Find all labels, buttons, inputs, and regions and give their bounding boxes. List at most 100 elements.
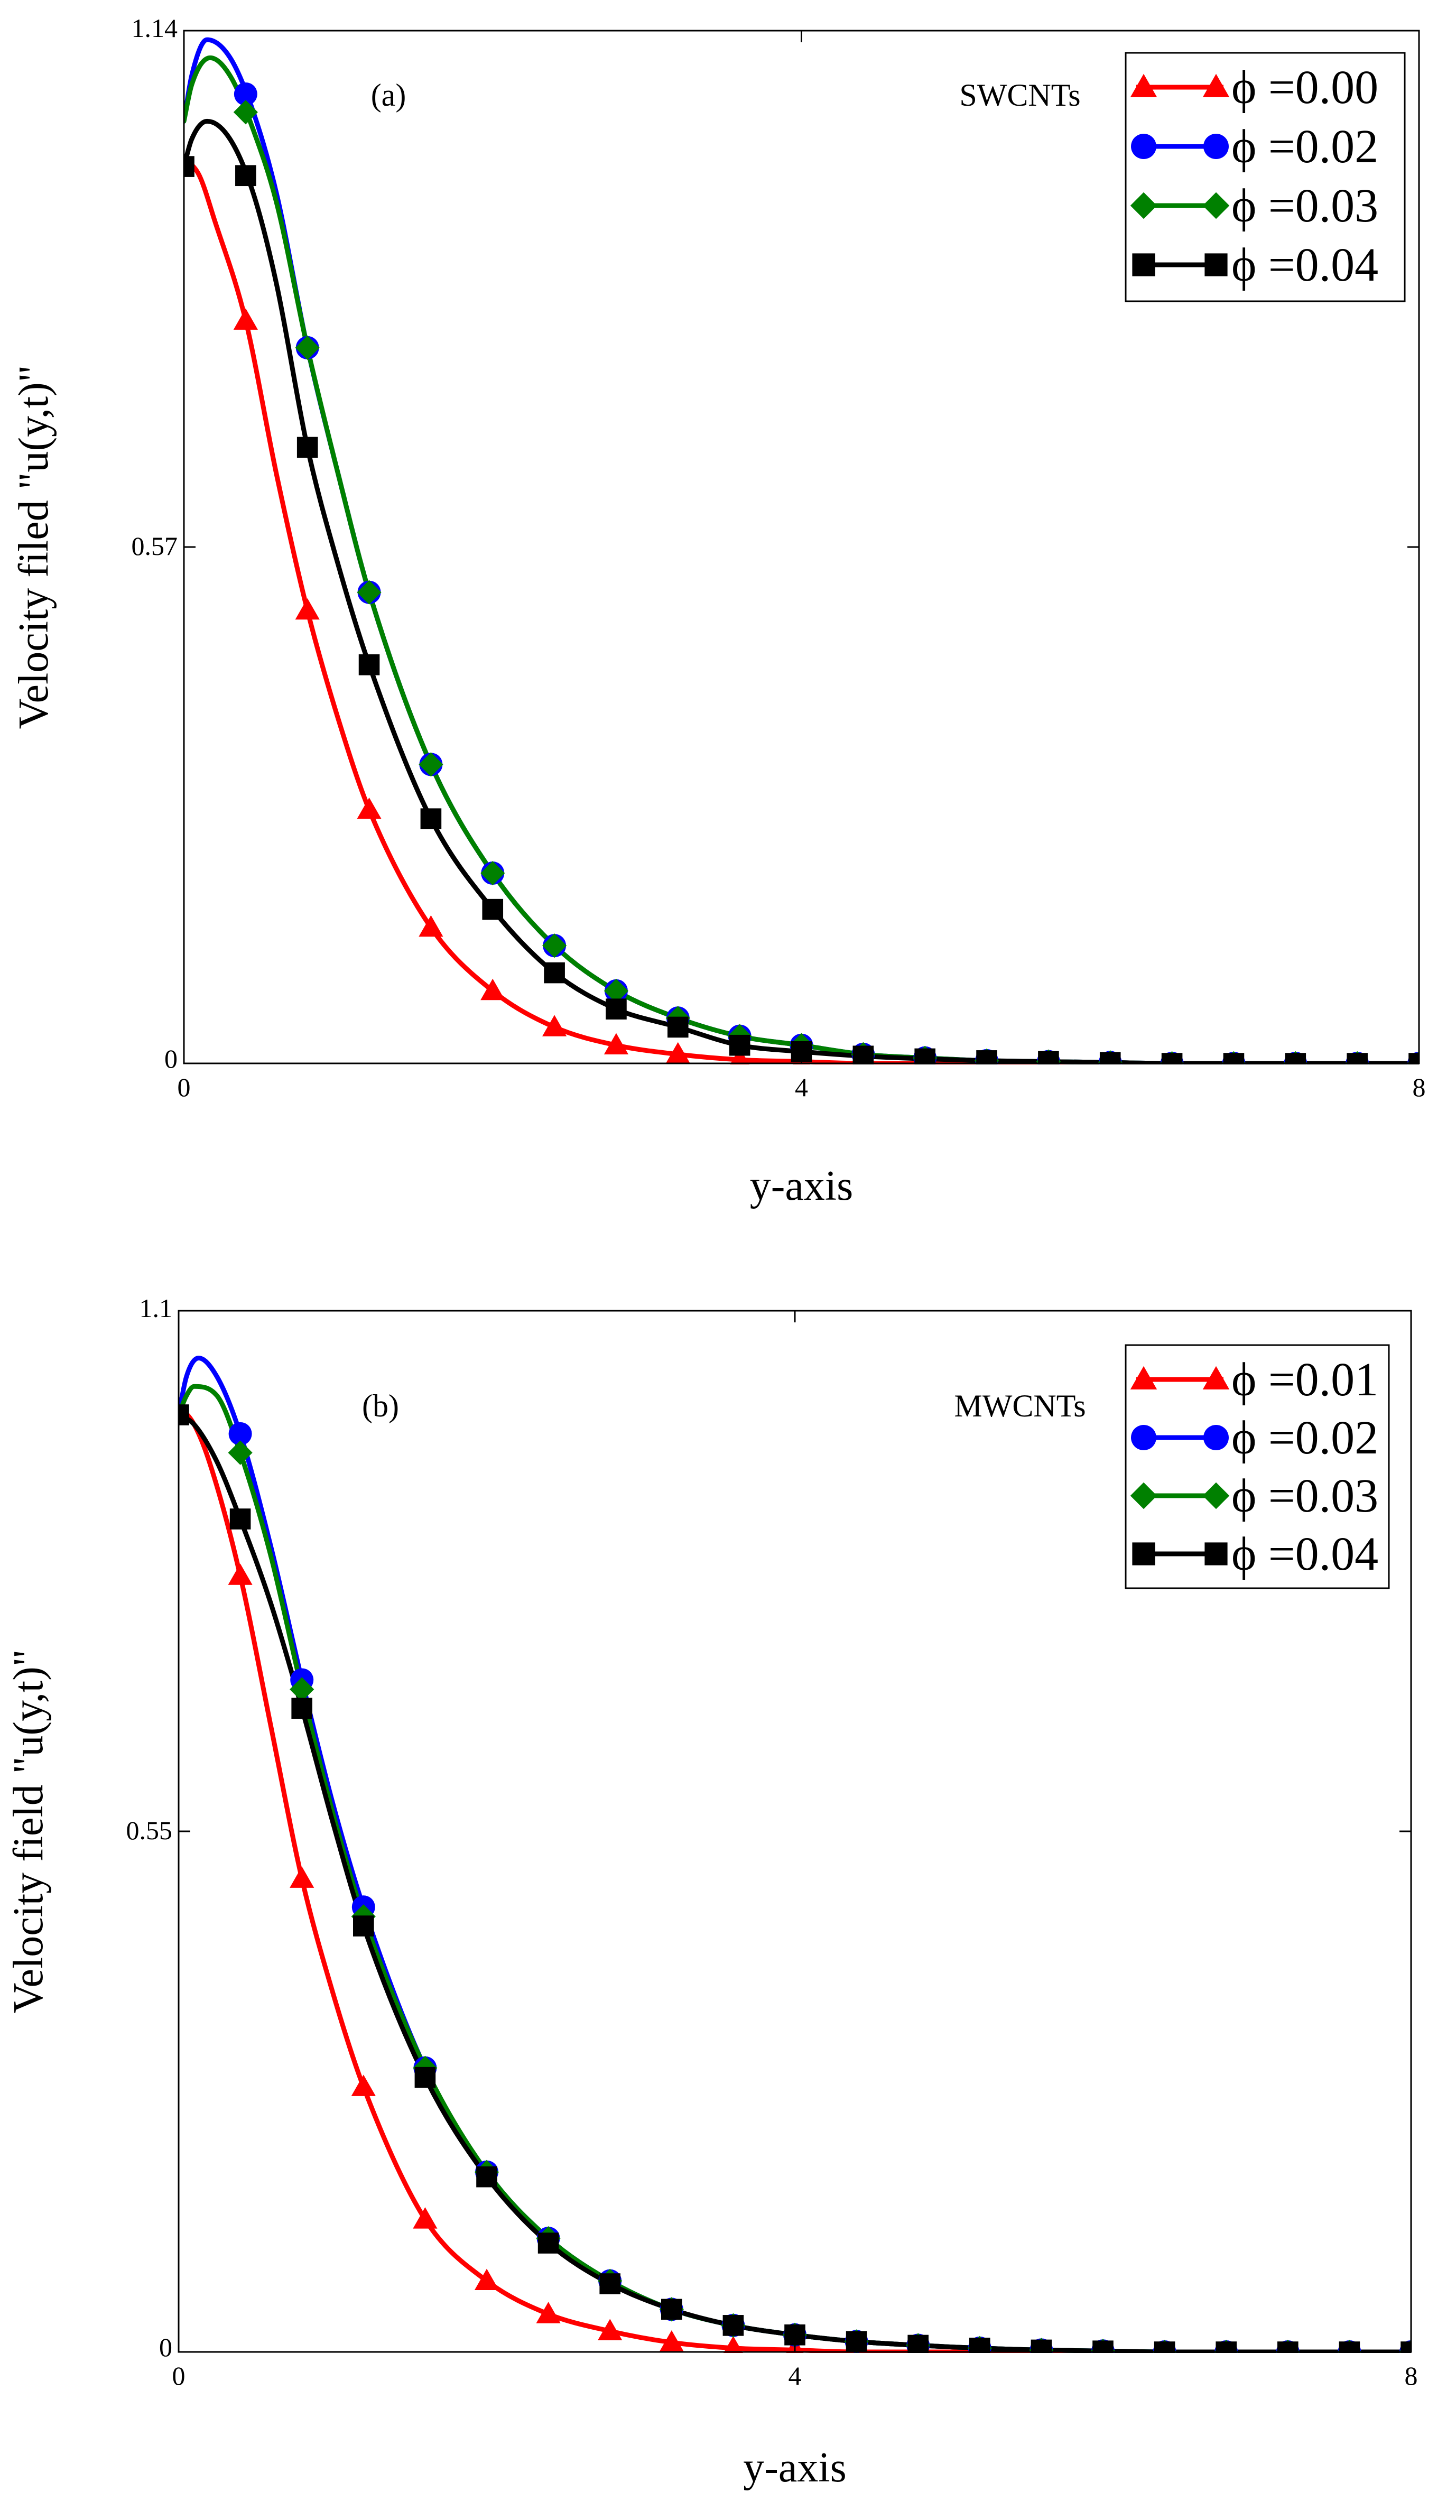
series-3-point-3: [353, 1915, 374, 1937]
series-2-point-4: [480, 860, 505, 886]
x-tick-label-0: 0: [172, 2361, 186, 2391]
y-axis-label: Velocity filed "u(y,t)": [11, 365, 57, 729]
series-3-point-16: [1161, 1053, 1183, 1064]
legend-marker-end-2: [1202, 192, 1230, 219]
series-2-point-6: [604, 978, 629, 1003]
series-2-point-1: [295, 335, 320, 360]
legend-label-2: ϕ =0.03: [1231, 180, 1378, 232]
legend-label-3: ϕ =0.04: [1231, 1528, 1378, 1580]
x-tick-label-1: 4: [795, 1072, 808, 1102]
y-tick-label-1: 0.55: [126, 1815, 173, 1845]
series-3-point-8: [667, 1016, 689, 1038]
legend-label-2: ϕ =0.03: [1231, 1470, 1378, 1522]
y-tick-label-0: 0: [159, 2332, 172, 2362]
legend-label-0: ϕ =0.01: [1231, 1354, 1378, 1406]
legend-marker-end-0: [1202, 1366, 1230, 1389]
series-3-point-18: [1285, 1053, 1306, 1064]
series-0-point-6: [604, 1033, 629, 1055]
series-3-point-17: [1223, 1053, 1245, 1064]
series-0-point-4: [474, 2268, 499, 2291]
material-annotation: SWCNTs: [959, 78, 1080, 113]
legend-label-3: ϕ =0.04: [1231, 239, 1378, 291]
material-annotation: MWCNTs: [954, 1388, 1086, 1423]
series-3-point-5: [476, 2166, 497, 2188]
x-tick-label-2: 8: [1405, 2361, 1418, 2391]
legend-marker-start-3: [1132, 1542, 1155, 1565]
series-3-point-15: [1099, 1052, 1121, 1064]
series-3-point-18: [1277, 2341, 1299, 2353]
series-0-point-7: [659, 2330, 684, 2352]
series-0-point-2: [351, 2074, 376, 2096]
series-3-point-20: [1408, 1053, 1419, 1064]
series-3-point-9: [722, 2315, 744, 2336]
series-3-point-0: [179, 1404, 189, 1425]
legend-label-1: ϕ =0.02: [1231, 1412, 1378, 1464]
series-2-point-5: [542, 933, 567, 958]
series-0-point-6: [598, 2319, 623, 2340]
series-3-point-16: [1154, 2341, 1175, 2353]
series-0-point-0: [228, 1563, 253, 1585]
series-3-point-3: [358, 654, 380, 675]
y-tick-label-1: 0.57: [132, 531, 178, 561]
legend-label-1: ϕ =0.02: [1231, 121, 1378, 173]
x-axis-label: y-axis: [750, 1163, 854, 1209]
series-3-point-4: [420, 808, 442, 830]
panel-label: (b): [362, 1388, 399, 1423]
series-3-point-12: [907, 2334, 929, 2353]
series-3-point-12: [914, 1048, 935, 1064]
series-3-point-1: [229, 1508, 251, 1530]
panel-b: 0 0.55 1.1 0 4 8 y-axis Velocity field "u(y,t)"…: [5, 1293, 1418, 2491]
series-3-point-6: [537, 2232, 559, 2254]
series-3-point-0: [184, 156, 194, 177]
legend-marker-start-3: [1132, 253, 1155, 276]
x-tick-label-2: 8: [1413, 1072, 1426, 1102]
y-tick-label-2: 1.14: [132, 13, 178, 43]
legend-marker-end-1: [1203, 134, 1229, 159]
x-axis-label: y-axis: [743, 2444, 847, 2491]
series-3-point-11: [852, 1045, 874, 1064]
series-3-point-13: [976, 1050, 997, 1064]
plot-area: [179, 1356, 1411, 2353]
series-3-point-7: [606, 998, 627, 1020]
legend-marker-start-0: [1130, 1366, 1157, 1389]
series-3-point-15: [1092, 2340, 1114, 2353]
legend-marker-start-1: [1131, 1425, 1156, 1450]
series-1-point-0: [234, 82, 257, 106]
series-2-point-2: [357, 580, 382, 605]
legend-marker-end-0: [1202, 73, 1230, 97]
legend-marker-end-3: [1204, 253, 1228, 276]
series-0-point-7: [665, 1042, 690, 1064]
legend-box: [1125, 52, 1406, 302]
series-3-point-20: [1401, 2341, 1411, 2353]
legend: ϕ =0.01 ϕ =0.02 ϕ =0.03 ϕ =0.04: [1125, 1344, 1390, 1589]
series-3-point-19: [1347, 1053, 1368, 1064]
series-0-point-3: [413, 2207, 438, 2229]
series-3-point-8: [661, 2299, 682, 2320]
legend-marker-start-1: [1131, 134, 1156, 159]
series-0-point-5: [542, 1015, 567, 1036]
legend-box: [1125, 1344, 1390, 1589]
legend-marker-start-0: [1130, 73, 1157, 97]
series-3-point-2: [291, 1698, 312, 1719]
series-0-point-3: [419, 915, 443, 937]
y-tick-label-2: 1.1: [140, 1293, 173, 1323]
legend-marker-start-2: [1130, 1482, 1157, 1509]
series-3-point-11: [846, 2331, 867, 2352]
series-3-point-7: [599, 2273, 620, 2294]
series-3-point-1: [235, 165, 256, 187]
series-3-point-14: [1038, 1051, 1059, 1064]
series-0-point-1: [290, 1866, 314, 1888]
series-0-point-2: [357, 797, 382, 819]
series-3-point-19: [1339, 2341, 1360, 2353]
legend-label-0: ϕ =0.00: [1231, 61, 1378, 114]
panel-a: 0 0.57 1.14 0 4 8 y-axis Velocity filed "u(y,t)…: [11, 13, 1426, 1209]
series-0-point-4: [480, 978, 505, 1000]
panel-label: (a): [371, 78, 406, 113]
series-3-point-17: [1216, 2341, 1237, 2353]
series-0-point-1: [295, 598, 320, 620]
series-0-point-8: [723, 2336, 743, 2353]
series-3-point-2: [296, 437, 318, 458]
series-0-point-8: [730, 1048, 749, 1064]
x-tick-label-0: 0: [178, 1072, 191, 1102]
